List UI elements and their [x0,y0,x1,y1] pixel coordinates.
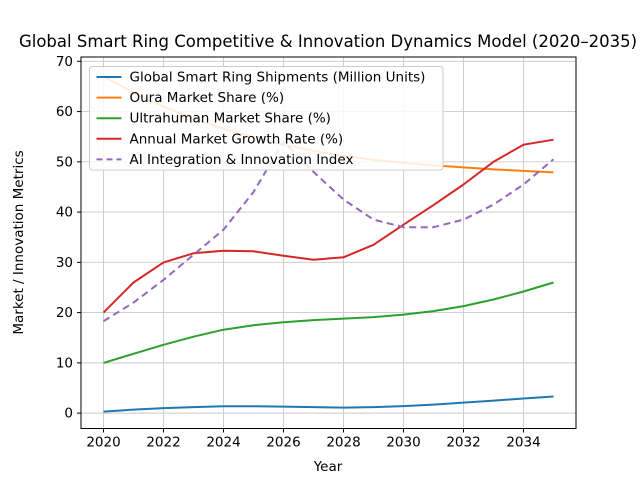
legend-label-3: Annual Market Growth Rate (%) [130,131,344,147]
legend-label-0: Global Smart Ring Shipments (Million Uni… [130,70,426,86]
series-line-2 [103,281,554,364]
x-tick-label: 2034 [506,435,540,451]
x-tick-label: 2024 [206,435,240,451]
y-tick-label: 0 [64,406,73,422]
y-tick-label: 60 [56,104,73,120]
axis-ticks [77,60,524,433]
y-tick-label: 50 [56,154,73,170]
y-tick-label: 30 [56,255,73,271]
x-tick-label: 2020 [86,435,120,451]
series-line-3 [102,138,554,314]
plot-border [80,56,577,429]
y-tick-label: 70 [56,54,73,70]
series-line-4 [102,140,555,323]
axis-tick-labels: 2020 2022 2024 2026 2028 2030 2032 203401020304… [56,54,541,451]
legend-label-2: Ultrahuman Market Share (%) [130,111,331,127]
x-tick-label: 2030 [386,435,420,451]
legend-label-4: AI Integration & Innovation Index [130,152,354,168]
y-tick-label: 40 [56,205,73,221]
legend-box [89,66,444,171]
y-tick-label: 20 [56,305,73,321]
legend-label-1: Oura Market Share (%) [130,90,285,106]
x-tick-label: 2028 [326,435,360,451]
y-axis-label: Market / Innovation Metrics [11,150,27,334]
x-axis-label: Year [313,459,343,475]
x-tick-label: 2026 [266,435,300,451]
x-tick-label: 2022 [146,435,180,451]
x-tick-label: 2032 [446,435,480,451]
chart-title: Global Smart Ring Competitive & Innovati… [19,32,637,51]
series-line-0 [103,395,554,413]
legend: Global Smart Ring Shipments (Million Uni… [89,66,444,171]
y-tick-label: 10 [56,355,73,371]
